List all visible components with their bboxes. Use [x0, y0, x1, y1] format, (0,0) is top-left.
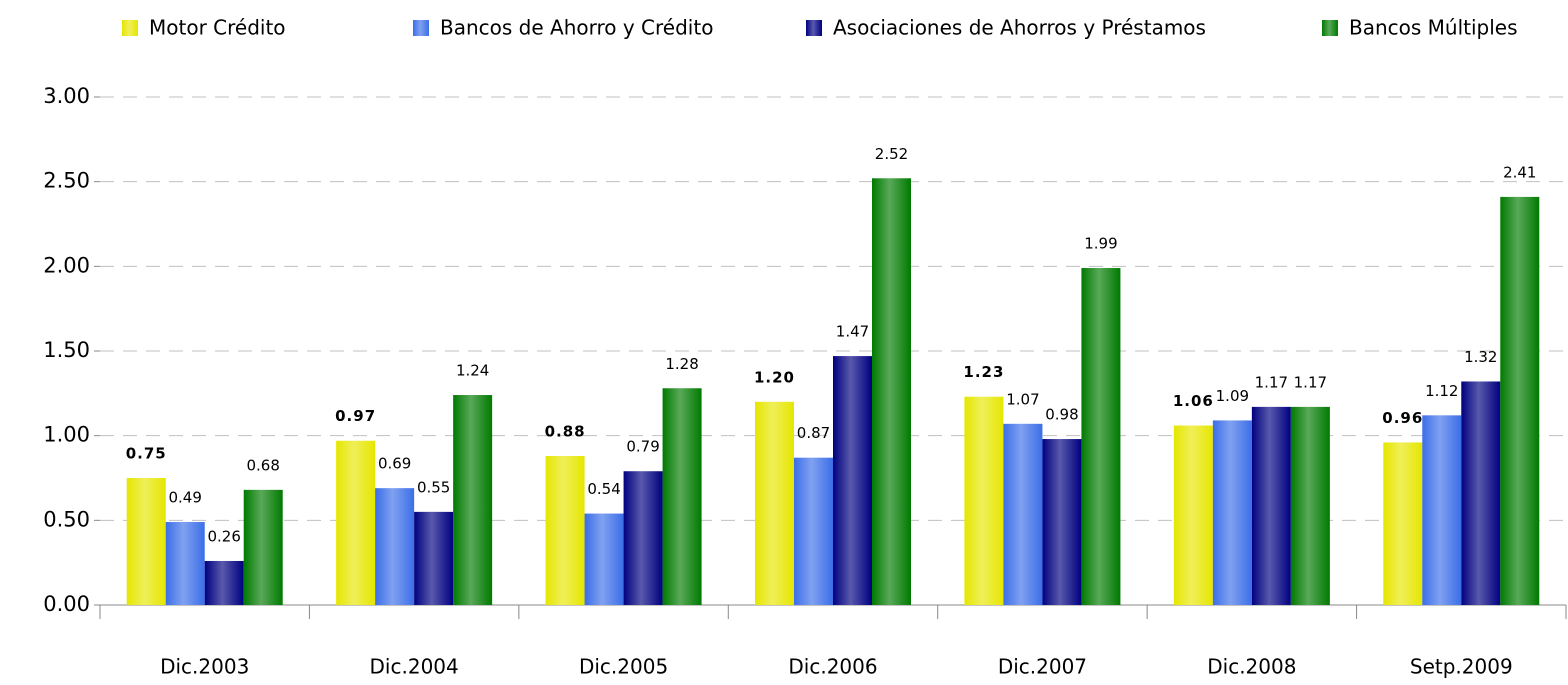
- bar: [964, 396, 1004, 605]
- bar: [204, 560, 244, 605]
- data-label: 0.49: [169, 489, 202, 507]
- x-tick-label: Dic.2008: [1207, 655, 1296, 679]
- legend-swatch: [1322, 20, 1338, 36]
- bar: [794, 457, 833, 605]
- y-tick-label: 0.00: [43, 592, 90, 616]
- x-tick-label: Dic.2004: [370, 655, 459, 679]
- bar: [872, 178, 911, 605]
- data-label: 0.88: [545, 422, 586, 440]
- bar: [336, 440, 376, 605]
- x-tick-label: Setp.2009: [1410, 655, 1513, 679]
- bar: [1383, 442, 1423, 605]
- data-label: 1.32: [1464, 348, 1497, 366]
- y-tick-label: 1.50: [43, 338, 90, 362]
- bar: [375, 488, 415, 605]
- y-tick-label: 1.00: [43, 423, 90, 447]
- bar: [1500, 196, 1540, 605]
- bar: [662, 388, 702, 605]
- data-label: 1.06: [1173, 392, 1214, 410]
- data-label: 0.97: [335, 407, 376, 425]
- data-label: 2.52: [875, 145, 908, 163]
- data-label: 1.99: [1084, 235, 1117, 253]
- data-label: 0.69: [378, 455, 411, 473]
- bar: [623, 471, 663, 605]
- legend-label: Bancos de Ahorro y Crédito: [440, 16, 713, 40]
- bar: [1173, 425, 1213, 605]
- data-label: 1.17: [1294, 373, 1327, 391]
- bar: [126, 478, 166, 605]
- x-tick-label: Dic.2006: [788, 655, 877, 679]
- data-label: 0.55: [417, 478, 450, 496]
- legend-label: Bancos Múltiples: [1349, 16, 1518, 40]
- data-label: 0.96: [1382, 409, 1423, 427]
- bar: [1422, 415, 1462, 605]
- bar: [545, 455, 585, 605]
- y-tick-label: 2.00: [43, 253, 90, 277]
- x-tick-label: Dic.2005: [579, 655, 668, 679]
- y-tick-label: 2.50: [43, 169, 90, 193]
- data-label: 1.17: [1255, 373, 1288, 391]
- legend-label: Asociaciones de Ahorros y Préstamos: [833, 16, 1206, 40]
- legend-swatch: [122, 20, 138, 36]
- data-label: 1.47: [836, 323, 869, 341]
- data-label: 0.98: [1045, 406, 1078, 424]
- data-label: 1.24: [456, 362, 489, 380]
- bar: [1042, 439, 1082, 605]
- bar: [755, 401, 794, 605]
- bar: [1212, 420, 1252, 605]
- data-label: 1.23: [963, 363, 1004, 381]
- x-tick-label: Dic.2003: [160, 655, 249, 679]
- bar: [833, 356, 872, 605]
- y-tick-label: 0.50: [43, 507, 90, 531]
- bar: [243, 489, 283, 605]
- data-label: 1.20: [754, 368, 795, 386]
- data-label: 2.41: [1503, 163, 1536, 181]
- legend-swatch: [413, 20, 429, 36]
- bar: [1003, 423, 1043, 605]
- y-tick-label: 3.00: [43, 84, 90, 108]
- data-label: 0.54: [587, 480, 620, 498]
- bar: [1290, 406, 1330, 605]
- x-tick-label: Dic.2007: [998, 655, 1087, 679]
- data-label: 0.26: [208, 527, 241, 545]
- legend-label: Motor Crédito: [149, 16, 286, 40]
- bar: [1251, 406, 1291, 605]
- data-label: 1.09: [1216, 387, 1249, 405]
- bar: [1461, 381, 1501, 605]
- data-label: 0.68: [247, 456, 280, 474]
- bar: [584, 513, 624, 605]
- data-label: 0.79: [626, 438, 659, 456]
- bar: [453, 395, 493, 605]
- data-label: 0.75: [126, 445, 167, 463]
- bar: [165, 522, 205, 605]
- data-label: 1.07: [1006, 390, 1039, 408]
- data-label: 1.28: [665, 355, 698, 373]
- data-label: 0.87: [797, 424, 830, 442]
- bar: [414, 511, 454, 605]
- legend-swatch: [806, 20, 822, 36]
- data-label: 1.12: [1425, 382, 1458, 400]
- bar: [1081, 268, 1121, 605]
